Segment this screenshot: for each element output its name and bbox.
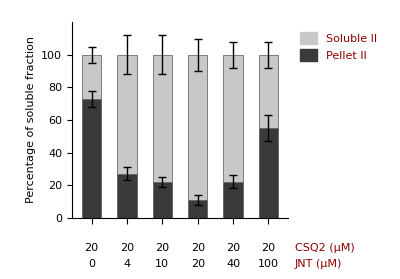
Text: 20: 20	[191, 259, 205, 269]
Text: 4: 4	[123, 259, 130, 269]
Bar	[82, 99, 101, 218]
Text: 20: 20	[261, 243, 276, 252]
Legend: Soluble II, Pellet II: Soluble II, Pellet II	[296, 28, 381, 65]
Text: 20: 20	[191, 243, 205, 252]
Text: 10: 10	[155, 259, 169, 269]
Bar	[152, 55, 172, 182]
Bar	[82, 55, 101, 99]
Text: 20: 20	[155, 243, 169, 252]
Bar	[152, 182, 172, 218]
Text: 100: 100	[258, 259, 279, 269]
Bar	[223, 55, 243, 182]
Text: CSQ2 (μM): CSQ2 (μM)	[295, 243, 355, 252]
Bar	[223, 182, 243, 218]
Bar	[117, 174, 137, 218]
Bar	[188, 200, 208, 218]
Text: JNT (μM): JNT (μM)	[295, 259, 342, 269]
Text: 40: 40	[226, 259, 240, 269]
Y-axis label: Percentage of soluble fraction: Percentage of soluble fraction	[26, 37, 36, 203]
Text: 20: 20	[226, 243, 240, 252]
Text: 0: 0	[88, 259, 95, 269]
Bar	[259, 55, 278, 128]
Text: 20: 20	[120, 243, 134, 252]
Bar	[259, 128, 278, 218]
Bar	[188, 55, 208, 200]
Text: 20: 20	[84, 243, 99, 252]
Bar	[117, 55, 137, 174]
